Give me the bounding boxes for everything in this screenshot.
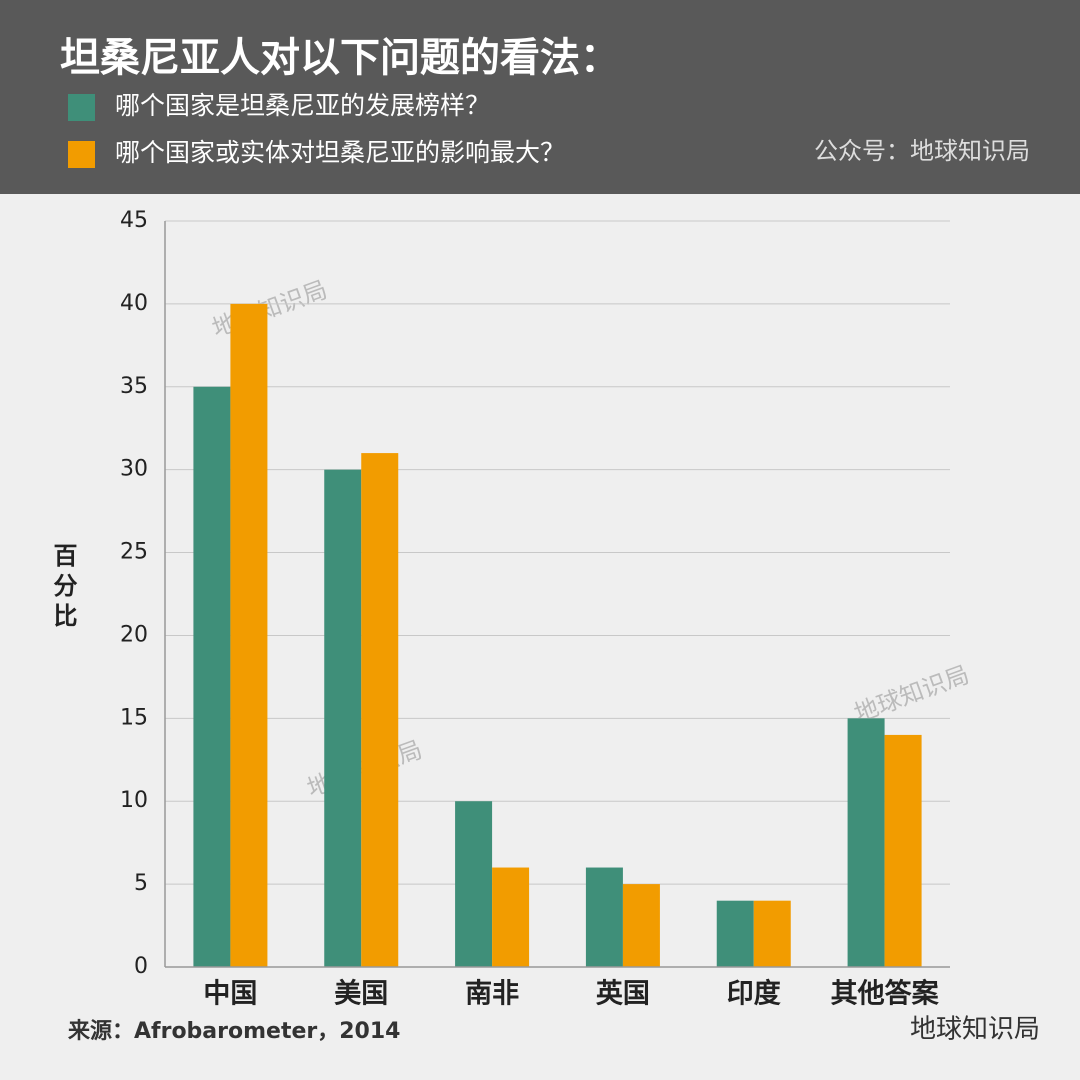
y-tick-label: 30 (120, 457, 148, 482)
credit: 公众号：地球知识局 (814, 137, 1030, 165)
x-tick-label: 印度 (727, 978, 781, 1010)
legend-swatch (68, 94, 95, 121)
y-tick-label: 35 (120, 374, 148, 399)
x-tick-label: 美国 (334, 978, 388, 1010)
footer-brand: 地球知识局 (910, 1015, 1040, 1045)
y-tick-label: 15 (120, 705, 148, 730)
bar (884, 734, 922, 967)
bar (230, 303, 268, 967)
header (0, 0, 1080, 194)
y-tick-label: 20 (120, 622, 148, 647)
bar (716, 900, 754, 967)
y-tick-label: 0 (134, 954, 148, 979)
bar (492, 867, 530, 967)
x-tick-label: 其他答案 (831, 978, 940, 1010)
x-tick-label: 英国 (596, 979, 650, 1010)
source: 来源：Afrobarometer，2014 (67, 1019, 400, 1044)
y-tick-label: 45 (120, 208, 148, 233)
legend-label: 哪个国家或实体对坦桑尼亚的影响最大？ (115, 138, 565, 167)
chart-title: 坦桑尼亚人对以下问题的看法： (60, 35, 620, 81)
bar (361, 453, 399, 968)
y-tick-label: 40 (120, 291, 148, 316)
bar (193, 386, 231, 967)
legend-swatch (68, 141, 95, 168)
y-tick-label: 5 (134, 871, 148, 896)
bar (585, 867, 623, 967)
bar (622, 884, 660, 967)
y-tick-label: 10 (120, 788, 148, 813)
bar (753, 900, 791, 967)
x-tick-label: 南非 (465, 979, 519, 1010)
y-tick-label: 25 (120, 540, 148, 565)
y-axis-label: 百分比 (49, 543, 77, 633)
legend-label: 哪个国家是坦桑尼亚的发展榜样？ (115, 91, 490, 120)
bar (455, 801, 493, 967)
x-tick-label: 中国 (203, 979, 257, 1010)
bar (324, 469, 362, 967)
bar (847, 718, 885, 967)
